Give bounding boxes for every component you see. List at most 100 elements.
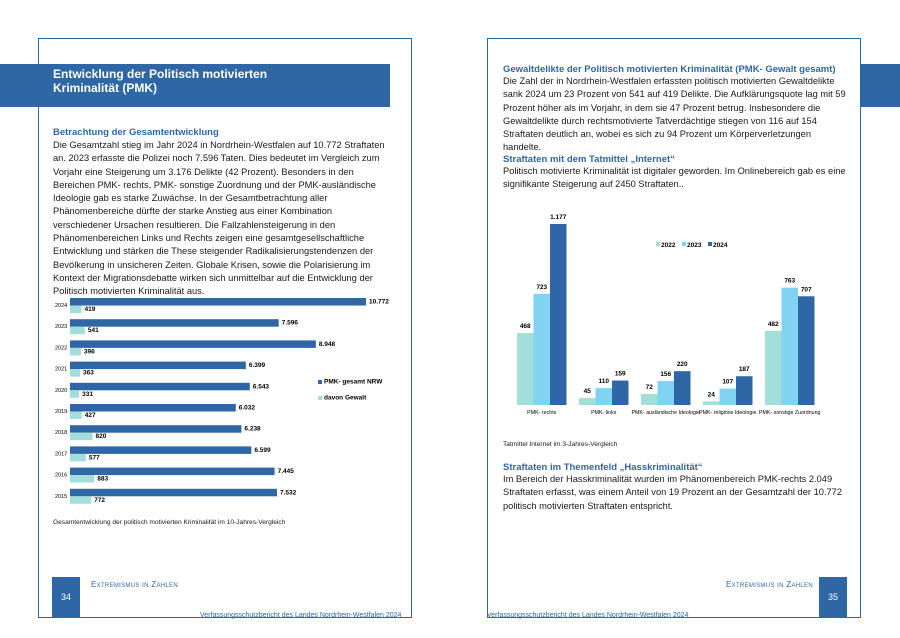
bar	[781, 287, 798, 405]
running-head: Extremismus in Zahlen	[91, 580, 178, 589]
bar	[70, 467, 275, 476]
category-label: 2017	[55, 451, 67, 457]
data-label: 707	[801, 286, 812, 293]
legend-label: 2022	[661, 242, 676, 249]
category-label: PMK- sonstige Zuordnung	[759, 410, 821, 416]
data-label: 159	[615, 371, 626, 378]
category-label: 2015	[55, 494, 67, 500]
bar	[641, 393, 658, 405]
category-label: PMK- links	[591, 410, 617, 416]
data-label: 7.532	[280, 489, 297, 496]
bar	[70, 340, 316, 348]
bar	[798, 296, 815, 405]
data-label: 723	[536, 284, 547, 291]
data-label: 8.948	[319, 341, 336, 348]
bar	[70, 475, 95, 483]
data-label: 427	[85, 412, 96, 419]
category-label: 2016	[55, 473, 67, 479]
footer: Verfassungsschutzbericht des Landes Nord…	[200, 612, 402, 619]
header-banner	[0, 64, 390, 107]
data-label: 577	[89, 454, 100, 461]
bar	[595, 388, 612, 405]
page-number: 34	[52, 577, 80, 617]
bar	[70, 425, 242, 433]
data-label: 1.177	[550, 214, 567, 221]
data-label: 7.445	[278, 468, 295, 475]
bar	[70, 326, 85, 335]
data-label: 419	[85, 306, 96, 313]
data-label: 763	[784, 278, 795, 285]
bar	[70, 305, 82, 313]
legend-label: davon Gewalt	[324, 395, 367, 402]
bar	[70, 369, 80, 377]
bar	[736, 376, 753, 405]
data-label: 883	[97, 476, 108, 483]
data-label: 7.596	[282, 320, 299, 327]
category-label: 2018	[55, 430, 67, 436]
bar	[550, 224, 567, 405]
bar	[70, 319, 279, 327]
data-label: 45	[584, 388, 592, 395]
data-label: 6.543	[253, 383, 270, 390]
bar	[70, 404, 236, 412]
data-label: 6.399	[249, 362, 266, 369]
category-label: PMK- ausländische Ideologie	[631, 410, 700, 416]
chart: 2024 10.772 419 2023 7.596 541 2022 8.948 396 202…	[55, 298, 389, 504]
header-title: Entwicklung der Politisch motivierten Kr…	[53, 67, 268, 95]
legend-swatch	[318, 396, 322, 400]
legend-label: 2024	[713, 242, 728, 249]
category-label: PMK- religiöse Ideologie	[699, 410, 756, 416]
legend-label: PMK- gesamt NRW	[324, 379, 383, 386]
data-label: 187	[739, 366, 750, 373]
data-label: 6.032	[239, 404, 256, 411]
data-label: 482	[768, 321, 779, 328]
category-label: 2019	[55, 409, 67, 415]
data-label: 107	[722, 379, 733, 386]
header-tab	[861, 64, 900, 107]
data-label: 6.599	[254, 447, 271, 454]
bar	[579, 398, 596, 405]
page-number: 35	[819, 577, 847, 617]
category-label: 2020	[55, 388, 67, 394]
data-label: 72	[646, 384, 654, 391]
category-label: 2023	[55, 324, 67, 330]
bar	[719, 388, 736, 405]
bar	[517, 333, 534, 405]
data-label: 156	[660, 371, 671, 378]
data-label: 331	[82, 391, 93, 398]
data-label: 468	[520, 323, 531, 330]
footer: Verfassungsschutzbericht des Landes Nord…	[487, 612, 689, 619]
data-label: 363	[83, 370, 94, 377]
bar	[70, 390, 80, 398]
bar	[70, 298, 366, 306]
data-label: 10.772	[369, 298, 389, 305]
bar	[70, 382, 250, 391]
page-frame	[487, 38, 861, 618]
legend-label: 2023	[687, 242, 702, 249]
bar	[657, 381, 674, 405]
data-label: 220	[677, 361, 688, 368]
category-label: 2021	[55, 367, 67, 373]
category-label: 2024	[55, 303, 67, 309]
paragraph: Im Bereich der Hasskriminalität wurden i…	[503, 474, 843, 511]
data-label: 541	[88, 327, 99, 334]
bar	[70, 446, 252, 454]
data-label: 24	[708, 391, 716, 398]
chart-caption: Tatmittel Internet im 3-Jahres-Vergleich	[503, 441, 618, 448]
bar	[612, 380, 629, 405]
bar	[70, 411, 82, 419]
bar	[70, 347, 81, 356]
paragraph: Die Gesamtzahl stieg im Jahr 2024 in Nor…	[53, 140, 385, 297]
bar	[703, 401, 720, 405]
bar	[70, 453, 86, 462]
legend-swatch	[656, 242, 660, 246]
heading: Straftaten mit dem Tatmittel „Internet“	[503, 154, 675, 165]
bar	[70, 496, 92, 504]
paragraph: Die Zahl der in Nordrhein-Westfalen erfa…	[503, 76, 846, 153]
legend-swatch	[682, 242, 686, 246]
data-label: 396	[84, 348, 95, 355]
section-heading: Betrachtung der Gesamtentwicklung	[53, 127, 219, 138]
heading: Straftaten im Themenfeld „Hasskriminalit…	[503, 462, 703, 473]
category-label: PMK- rechts	[527, 410, 556, 416]
